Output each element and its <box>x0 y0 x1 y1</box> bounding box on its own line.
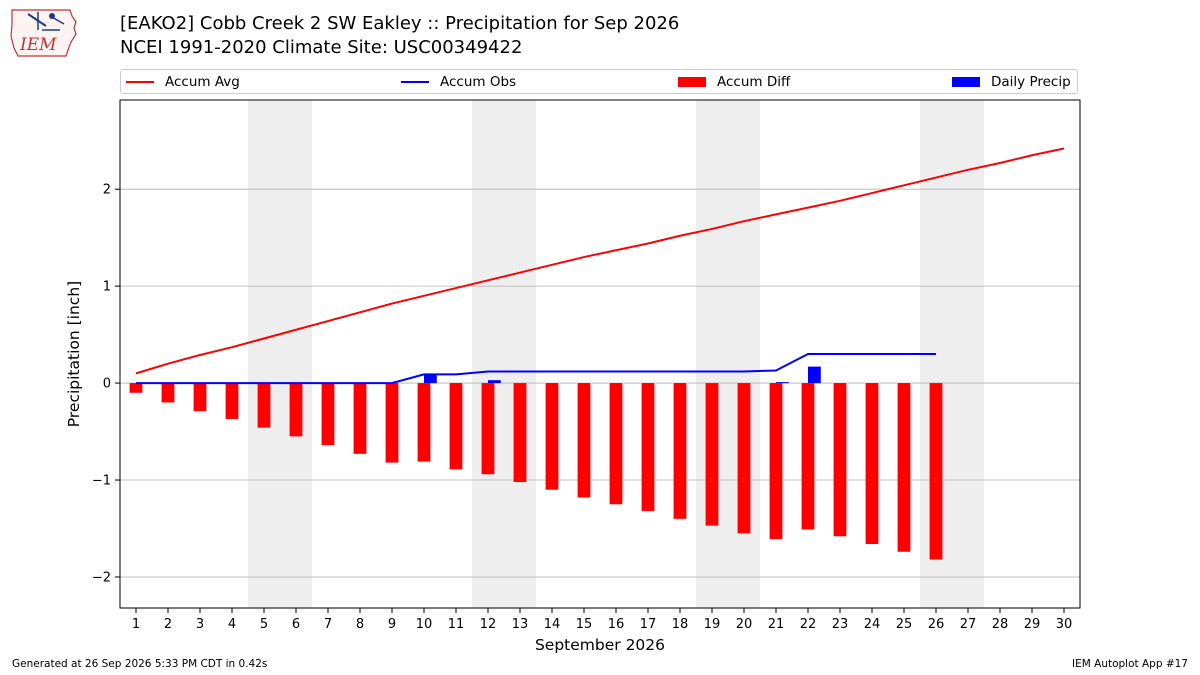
weekend-shade-2 <box>696 100 760 608</box>
x-tick-label-29: 30 <box>1056 617 1073 632</box>
legend-item-accum-obs: Accum Obs <box>401 73 516 91</box>
accum-diff-bar-day-14 <box>545 383 559 490</box>
weekend-shade-3 <box>920 100 984 608</box>
y-tick-label-2: 0 <box>103 377 111 392</box>
legend-label-accum-avg: Accum Avg <box>165 74 240 90</box>
accum-diff-bar-day-7 <box>321 383 335 446</box>
accum-diff-bar-day-22 <box>801 383 815 530</box>
chart-title: [EAKO2] Cobb Creek 2 SW Eakley :: Precip… <box>120 13 680 34</box>
x-tick-label-18: 19 <box>704 617 721 632</box>
x-tick-label-6: 7 <box>324 617 332 632</box>
x-tick-label-19: 20 <box>736 617 753 632</box>
legend-swatch-accum-avg <box>126 81 154 83</box>
x-tick-label-3: 4 <box>228 617 236 632</box>
weekend-shade-1 <box>472 100 536 608</box>
legend-swatch-daily-precip <box>952 77 980 87</box>
plot-frame <box>119 99 1081 609</box>
accum-diff-bar-day-15 <box>577 383 591 498</box>
x-tick-label-27: 28 <box>992 617 1009 632</box>
daily-precip-bar-day-22 <box>808 366 821 384</box>
accum-diff-bar-day-11 <box>449 383 463 470</box>
accum-diff-bar-day-9 <box>385 383 399 463</box>
x-tick-label-7: 8 <box>356 617 364 632</box>
legend-swatch-accum-obs <box>401 81 429 83</box>
accum-diff-bar-day-24 <box>865 383 879 545</box>
x-tick-label-10: 11 <box>448 617 465 632</box>
y-tick-label-1: −1 <box>92 474 111 489</box>
legend-item-accum-avg: Accum Avg <box>126 73 240 91</box>
x-tick-label-25: 26 <box>928 617 945 632</box>
y-tick-label-4: 2 <box>103 183 111 198</box>
weekend-shade-0 <box>248 100 312 608</box>
legend-item-accum-diff: Accum Diff <box>678 73 790 91</box>
accum-diff-bar-day-8 <box>353 383 367 454</box>
accum-diff-bar-day-13 <box>513 383 527 482</box>
accum-diff-bar-day-25 <box>897 383 911 552</box>
accum-diff-bar-day-1 <box>129 383 143 393</box>
x-tick-label-8: 9 <box>388 617 396 632</box>
accum-diff-bar-day-12 <box>481 383 495 475</box>
x-tick-label-21: 22 <box>800 617 817 632</box>
accum-diff-bar-day-19 <box>705 383 719 526</box>
x-tick-label-15: 16 <box>608 617 625 632</box>
accum-diff-bar-day-26 <box>929 383 943 560</box>
x-tick-label-20: 21 <box>768 617 785 632</box>
iem-logo: IEM <box>10 9 77 57</box>
x-tick-label-13: 14 <box>544 617 561 632</box>
chart-legend: Accum Avg Accum Obs Accum Diff Daily Pre… <box>120 69 1078 94</box>
daily-precip-bar-day-10 <box>424 374 437 384</box>
accum-obs-line <box>136 353 936 385</box>
accum-diff-bar-day-10 <box>417 383 431 462</box>
legend-label-accum-obs: Accum Obs <box>440 74 517 90</box>
accum-diff-bar-day-18 <box>673 383 687 519</box>
generated-timestamp: Generated at 26 Sep 2026 5:33 PM CDT in … <box>12 658 268 670</box>
accum-diff-bar-day-2 <box>161 383 175 403</box>
legend-label-daily-precip: Daily Precip <box>991 74 1071 90</box>
x-tick-label-2: 3 <box>196 617 204 632</box>
x-tick-label-14: 15 <box>576 617 593 632</box>
daily-precip-bar-day-21 <box>776 382 789 384</box>
logo-text: IEM <box>19 35 57 55</box>
x-tick-label-23: 24 <box>864 617 881 632</box>
x-axis-label: September 2026 <box>535 636 665 654</box>
legend-label-accum-diff: Accum Diff <box>717 74 791 90</box>
accum-diff-bar-day-17 <box>641 383 655 512</box>
accum-diff-bar-day-5 <box>257 383 271 428</box>
accum-diff-bar-day-20 <box>737 383 751 534</box>
x-tick-label-26: 27 <box>960 617 977 632</box>
daily-precip-bar-day-12 <box>488 380 501 384</box>
accum-diff-bar-day-4 <box>225 383 239 419</box>
x-tick-label-1: 2 <box>164 617 172 632</box>
accum-diff-bar-day-6 <box>289 383 303 437</box>
x-tick-label-16: 17 <box>640 617 657 632</box>
x-tick-label-0: 1 <box>132 617 140 632</box>
accum-diff-bar-day-3 <box>193 383 207 412</box>
x-tick-label-22: 23 <box>832 617 849 632</box>
legend-swatch-accum-diff <box>678 77 706 87</box>
x-tick-label-28: 29 <box>1024 617 1041 632</box>
y-tick-label-3: 1 <box>103 280 111 295</box>
y-tick-label-0: −2 <box>92 570 111 585</box>
x-tick-label-9: 10 <box>416 617 433 632</box>
x-tick-label-5: 6 <box>292 617 300 632</box>
x-tick-label-24: 25 <box>896 617 913 632</box>
weather-station-icon <box>27 13 47 27</box>
accum-avg-line <box>135 147 1065 375</box>
accum-diff-bar-day-23 <box>833 383 847 537</box>
x-tick-label-17: 18 <box>672 617 689 632</box>
legend-item-daily-precip: Daily Precip <box>952 73 1071 91</box>
accum-diff-bar-day-21 <box>769 383 783 540</box>
app-credit: IEM Autoplot App #17 <box>1072 658 1188 670</box>
chart-subtitle: NCEI 1991-2020 Climate Site: USC00349422 <box>120 37 523 58</box>
x-tick-label-11: 12 <box>480 617 497 632</box>
accum-diff-bar-day-16 <box>609 383 623 505</box>
x-tick-label-12: 13 <box>512 617 529 632</box>
y-axis-label: Precipitation [inch] <box>65 281 83 427</box>
x-tick-label-4: 5 <box>260 617 268 632</box>
